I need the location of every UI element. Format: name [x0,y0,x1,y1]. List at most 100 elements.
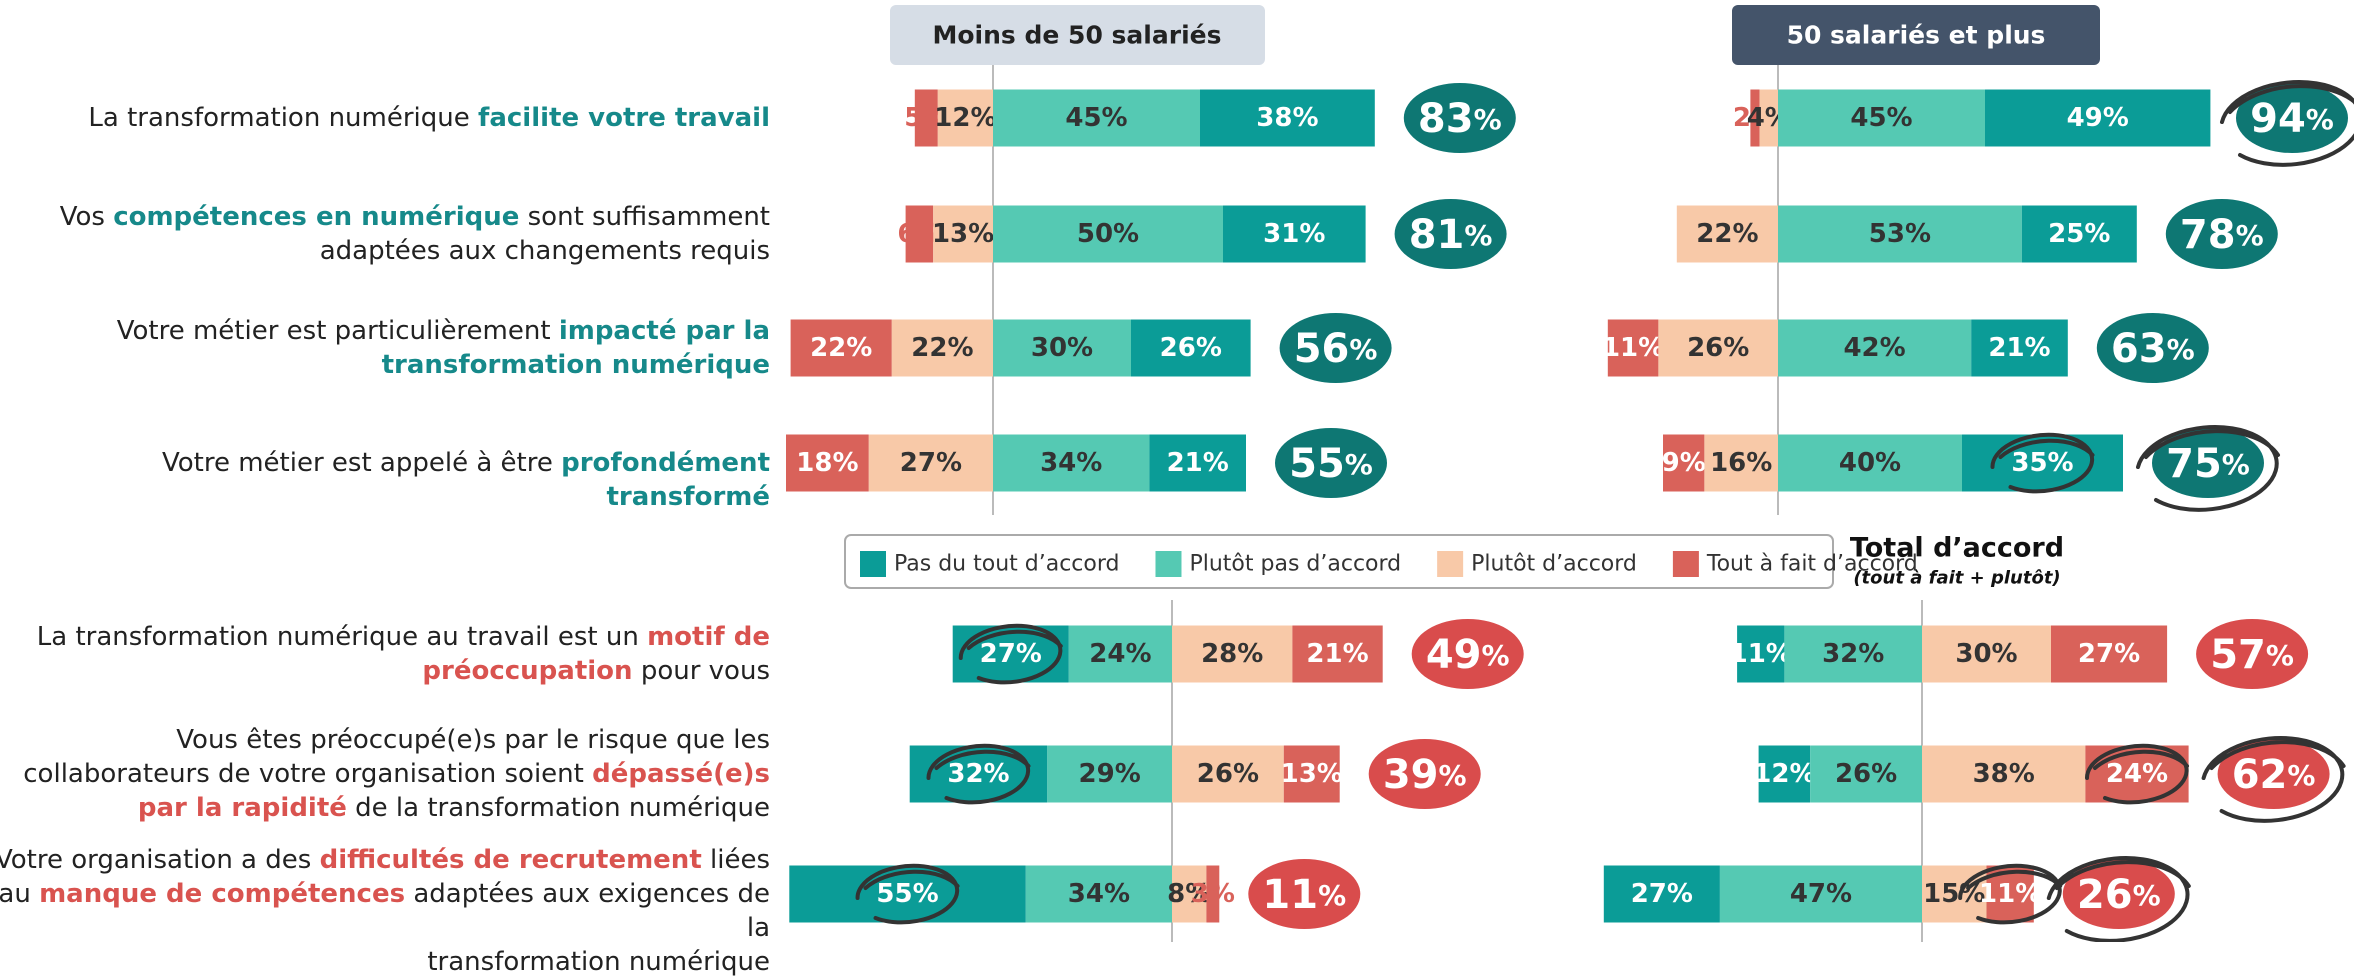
bar-segment [993,319,1131,377]
bar-segment [1658,319,1778,377]
bar-label: 55% [876,879,938,909]
total-subtitle: (tout à fait + plutôt) [1853,568,2060,589]
total-label: 26% [2077,872,2161,918]
bar-label: 22% [911,333,973,363]
total-badge [1394,199,1507,269]
bar-label: 22% [810,333,872,363]
statement-text: transformation numérique [427,947,770,977]
total-number: 62 [2232,752,2288,798]
statement-text: pour vous [632,656,770,686]
bar-label: 11% [1730,639,1792,669]
total-badge [2236,83,2348,153]
statement-highlight: impacté par la [558,316,770,346]
statement-line: Votre métier est appelé à être profondém… [0,446,770,514]
annotation-circle [2220,79,2354,167]
bar-segment [2021,205,2137,263]
annotation-circle [2046,855,2191,942]
total-unit: % [2287,759,2315,792]
bar-segment [1985,89,2211,147]
total-number: 56 [1294,326,1350,372]
total-label: 94% [2250,96,2334,142]
statement-text: La transformation numérique [88,103,479,133]
total-number: 11 [1262,872,1318,918]
statement-line: La transformation numérique facilite vot… [0,101,770,135]
statement-highlight: préoccupation [422,656,633,686]
bar-label: 50% [1077,219,1139,249]
bar-segment [1922,625,2051,683]
statement-line: collaborateurs de votre organisation soi… [0,757,770,791]
total-unit: % [2167,333,2195,366]
bar-label: 22% [1696,219,1758,249]
statement: Votre métier est appelé à être profondém… [0,446,770,514]
bar-label: 25% [2048,219,2110,249]
bar-segment [1922,745,2086,803]
bar-segment [1663,434,1705,492]
total-number: 78 [2180,212,2236,258]
total-unit: % [1464,219,1492,252]
bar-label: 32% [947,759,1009,789]
annotation-circle [855,863,960,925]
statement-text: de la transformation numérique [346,793,770,823]
statement-text: collaborateurs de votre organisation soi… [23,759,593,789]
bar-label: 42% [1843,333,1905,363]
statement-highlight: profondément transformé [561,448,770,512]
bar-segment [1778,205,2022,263]
bar-segment [993,89,1200,147]
bar-segment [1737,625,1785,683]
bar-label: 26% [1160,333,1222,363]
bar-segment [1149,434,1246,492]
bar-segment [1676,205,1778,263]
total-label: 81% [1409,212,1493,258]
statement-text: Votre organisation a des [0,845,320,875]
legend-swatch [1437,551,1464,577]
bar-label: 26% [1835,759,1897,789]
legend-swatch [1672,551,1699,577]
bar-segment [1068,625,1172,683]
bar-label: 49% [2067,103,2129,133]
bar-segment [1172,625,1293,683]
total-unit: % [2236,219,2264,252]
bar-label: 27% [980,639,1042,669]
total-badge [1368,739,1481,809]
bar-label: 30% [1031,333,1093,363]
statement-text: sont suffisamment [519,202,770,232]
total-label: 83% [1418,96,1502,142]
legend-label: Plutôt pas d’accord [1189,552,1401,577]
bar-segment [993,205,1223,263]
total-badge [1248,859,1361,929]
total-badge [2096,313,2209,383]
annotation-circle [2084,743,2189,805]
statement-highlight: motif de [647,622,770,652]
total-label: 78% [2180,212,2264,258]
total-number: 55 [1289,441,1345,487]
statement-line: Votre organisation a des difficultés de … [0,843,770,877]
total-unit: % [1474,103,1502,136]
bar-segment [1971,319,2068,377]
statement-text: La transformation numérique au travail e… [36,622,648,652]
bar-segment [1047,745,1172,803]
legend-box [844,534,1834,589]
bar-label: 30% [1955,639,2017,669]
bar-label: 27% [1631,879,1693,909]
chart: Moins de 50 salariés 50 salariés et plus… [786,5,2354,942]
bar-segment [937,89,993,147]
bar-label: 13% [932,219,994,249]
bar-label: 27% [2078,639,2140,669]
bar-label: 21% [1988,333,2050,363]
bar-label: 24% [2106,759,2168,789]
bar-segment [2051,625,2168,683]
total-unit: % [1318,879,1346,912]
legend-label: Plutôt d’accord [1471,552,1637,577]
total-badge [1411,619,1524,689]
bar-segment [909,745,1048,803]
bar-label: 9% [1662,448,1706,478]
total-label: 75% [2166,441,2250,487]
statement-highlight: difficultés de recrutement [319,845,702,875]
total-number: 83 [1418,96,1474,142]
bar-segment [1962,434,2123,492]
statement: La transformation numérique au travail e… [0,620,770,688]
bar-segment [868,434,993,492]
annotation-circle [1990,432,2095,494]
bar-segment [993,434,1150,492]
total-badge [2152,428,2264,498]
